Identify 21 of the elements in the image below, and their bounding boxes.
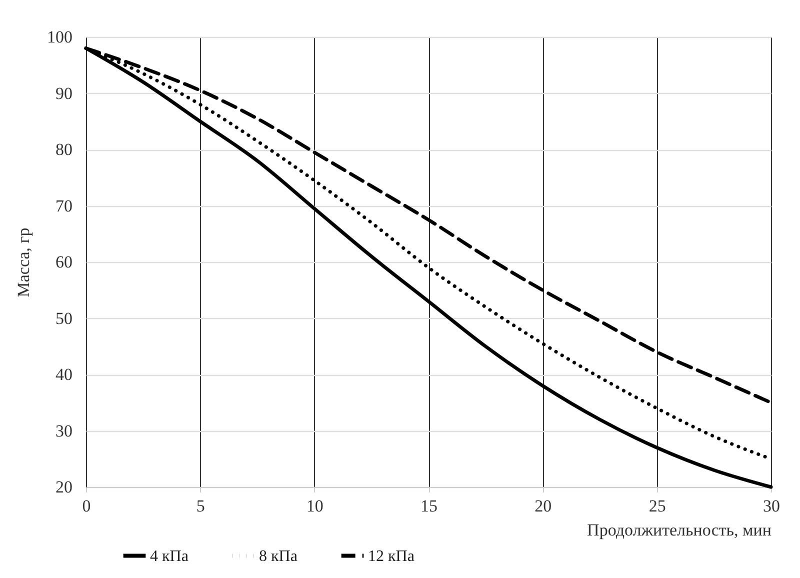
y-tick-label: 60 — [56, 252, 72, 272]
y-tick-label: 20 — [56, 478, 72, 496]
legend-label: 8 кПа — [259, 548, 298, 565]
y-tick-label: 70 — [56, 196, 72, 216]
x-axis-title: Продолжительность, мин — [587, 520, 772, 540]
y-tick-label: 100 — [47, 28, 72, 46]
x-tick-label: 5 — [196, 496, 205, 516]
legend-label: 4 кПа — [150, 548, 188, 565]
x-tick-label: 10 — [306, 496, 324, 516]
y-tick-label: 40 — [56, 365, 72, 384]
y-tick-label: 30 — [56, 421, 72, 440]
x-tick-label: 20 — [534, 496, 552, 516]
x-tick-label: 15 — [420, 496, 438, 516]
legend-label: 12 кПа — [368, 548, 414, 565]
y-tick-label: 80 — [56, 140, 72, 159]
x-tick-label: 30 — [763, 496, 780, 516]
x-tick-label: 25 — [648, 496, 666, 516]
y-tick-label: 90 — [56, 84, 72, 103]
y-tick-label: 50 — [56, 308, 72, 328]
y-axis-title: Масса, гр — [14, 228, 33, 298]
x-tick-label: 0 — [82, 496, 91, 516]
